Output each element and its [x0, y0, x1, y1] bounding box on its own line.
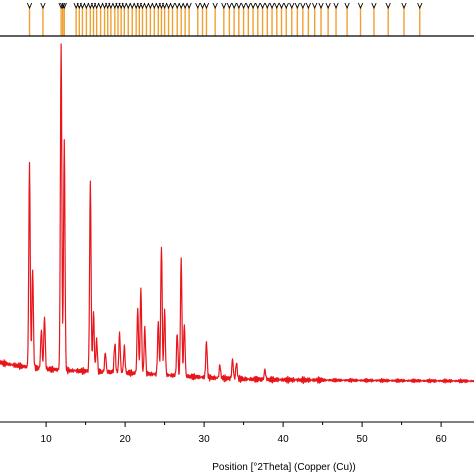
- reference-marker-33: [174, 2, 180, 10]
- reference-marker-24: [139, 2, 146, 10]
- reference-marker-50: [264, 2, 270, 10]
- reference-marker-1: [40, 2, 46, 10]
- reference-marker-53: [278, 2, 285, 10]
- reference-marker-30: [161, 2, 168, 10]
- reference-marker-3: [60, 2, 66, 10]
- reference-marker-45: [240, 2, 247, 10]
- diffraction-pattern-line: [0, 43, 474, 385]
- x-tick-label-50: 50: [357, 434, 369, 445]
- reference-marker-20: [125, 2, 131, 10]
- reference-marker-61: [325, 2, 331, 10]
- reference-marker-49: [259, 2, 266, 10]
- reference-marker-40: [212, 2, 218, 10]
- x-axis-title: Position [°2Theta] (Copper (Cu)): [212, 462, 356, 473]
- reference-marker-67: [401, 2, 407, 10]
- reference-marker-60: [318, 2, 324, 10]
- reference-marker-44: [236, 2, 242, 10]
- reference-marker-56: [294, 2, 300, 10]
- reference-marker-65: [371, 2, 377, 10]
- reference-marker-43: [231, 2, 237, 10]
- reference-marker-31: [165, 2, 172, 10]
- reference-marker-38: [199, 2, 206, 10]
- reference-marker-27: [151, 2, 157, 10]
- x-tick-label-10: 10: [41, 434, 53, 445]
- reference-marker-57: [300, 2, 306, 10]
- reference-marker-36: [186, 2, 192, 10]
- x-tick-label-20: 20: [120, 434, 132, 445]
- reference-marker-63: [344, 2, 350, 10]
- reference-marker-47: [250, 2, 256, 10]
- reference-marker-66: [385, 2, 391, 10]
- reference-marker-41: [221, 2, 227, 10]
- reference-marker-35: [182, 2, 188, 10]
- reference-marker-64: [357, 2, 364, 10]
- reference-marker-52: [274, 2, 280, 10]
- reference-marker-54: [283, 2, 289, 10]
- x-tick-label-40: 40: [278, 434, 290, 445]
- reference-marker-7: [79, 2, 86, 10]
- reference-marker-32: [169, 2, 176, 10]
- x-tick-label-30: 30: [199, 434, 211, 445]
- reference-marker-8: [83, 2, 90, 10]
- reference-pattern-panel: [26, 2, 423, 36]
- reference-marker-26: [147, 2, 153, 10]
- reference-marker-4: [61, 2, 67, 10]
- reference-marker-0: [26, 2, 33, 10]
- reference-marker-62: [333, 2, 339, 10]
- reference-marker-21: [129, 2, 135, 10]
- x-axis-ticks: 10 20 30 40 50 60: [41, 422, 448, 445]
- reference-marker-42: [226, 2, 232, 10]
- reference-marker-51: [269, 2, 275, 10]
- reference-marker-48: [255, 2, 261, 10]
- reference-marker-68: [417, 2, 423, 10]
- reference-marker-58: [305, 2, 311, 10]
- reference-marker-37: [195, 2, 201, 10]
- reference-marker-39: [203, 2, 210, 10]
- reference-marker-25: [143, 2, 150, 10]
- reference-marker-12: [97, 2, 104, 10]
- reference-marker-11: [94, 2, 100, 10]
- reference-marker-55: [289, 2, 295, 10]
- reference-marker-19: [121, 2, 127, 10]
- reference-marker-34: [178, 2, 184, 10]
- reference-marker-15: [108, 2, 114, 10]
- reference-marker-59: [312, 2, 318, 10]
- x-tick-label-60: 60: [436, 434, 448, 445]
- reference-marker-46: [245, 2, 251, 10]
